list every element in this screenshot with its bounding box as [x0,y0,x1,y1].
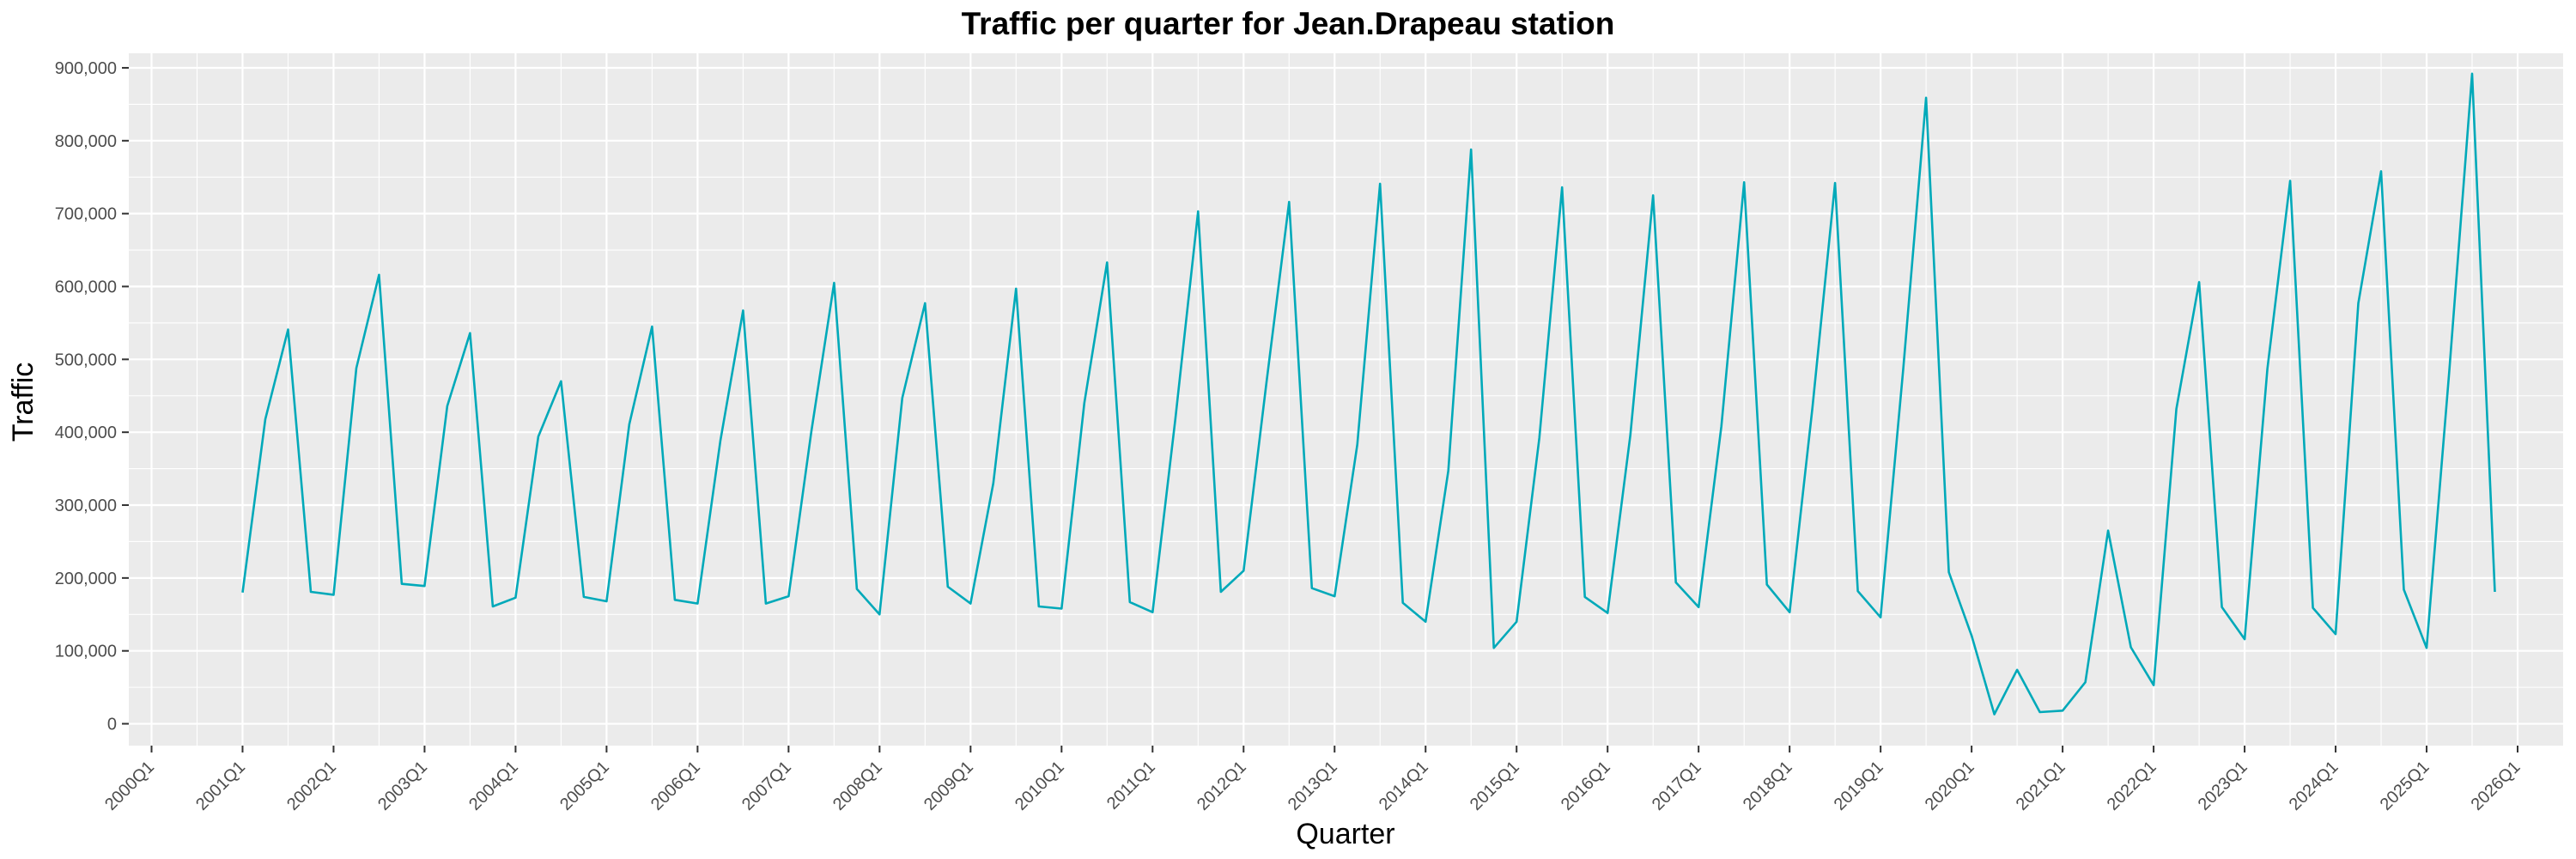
x-tick-label: 2012Q1 [1194,758,1250,814]
x-tick-label: 2016Q1 [1558,758,1614,814]
x-tick-label: 2007Q1 [738,758,795,814]
y-axis-title: Traffic [7,362,39,442]
x-tick-label: 2004Q1 [465,758,522,814]
x-tick-label: 2000Q1 [101,758,158,814]
x-tick-label: 2022Q1 [2104,758,2160,814]
y-tick-label: 900,000 [55,59,117,78]
x-axis: 2000Q1 2001Q1 2002Q1 2003Q1 2004Q1 2005Q1 2006… [101,746,2524,814]
major-gridlines [129,53,2563,746]
x-tick-label: 2011Q1 [1103,758,1159,813]
x-tick-label: 2001Q1 [192,758,249,814]
y-tick-label: 200,000 [55,570,117,588]
y-tick-label: 300,000 [55,497,117,515]
y-tick-label: 400,000 [55,423,117,442]
x-tick-label: 2014Q1 [1376,758,1432,814]
x-tick-label: 2006Q1 [647,758,704,814]
x-tick-label: 2002Q1 [283,758,340,814]
y-axis: 0 100,000 200,000 300,000 400,000 500,000 600,… [55,59,129,734]
x-tick-label: 2013Q1 [1285,758,1341,814]
y-tick-label: 500,000 [55,350,117,369]
x-tick-label: 2010Q1 [1012,758,1068,814]
traffic-series-line [241,72,2496,716]
chart-title: Traffic per quarter for Jean.Drapeau sta… [962,6,1615,41]
x-tick-label: 2015Q1 [1467,758,1523,814]
x-tick-label: 2017Q1 [1649,758,1705,814]
x-tick-label: 2025Q1 [2377,758,2433,814]
y-tick-label: 0 [107,716,117,734]
minor-gridlines [129,53,2563,746]
x-tick-label: 2019Q1 [1831,758,1887,814]
y-tick-label: 700,000 [55,205,117,224]
plot-panel [129,53,2563,746]
x-tick-label: 2005Q1 [556,758,613,814]
x-tick-label: 2003Q1 [374,758,431,814]
x-tick-label: 2023Q1 [2195,758,2251,814]
x-tick-label: 2021Q1 [2013,758,2069,814]
x-axis-title: Quarter [1296,818,1394,850]
x-tick-label: 2018Q1 [1740,758,1796,814]
x-tick-label: 2008Q1 [829,758,886,814]
y-tick-label: 100,000 [55,643,117,661]
y-tick-label: 800,000 [55,132,117,151]
x-tick-label: 2024Q1 [2286,758,2342,814]
y-tick-label: 600,000 [55,277,117,296]
x-tick-label: 2009Q1 [920,758,977,814]
x-tick-label: 2020Q1 [1922,758,1978,814]
x-tick-label: 2026Q1 [2468,758,2524,814]
